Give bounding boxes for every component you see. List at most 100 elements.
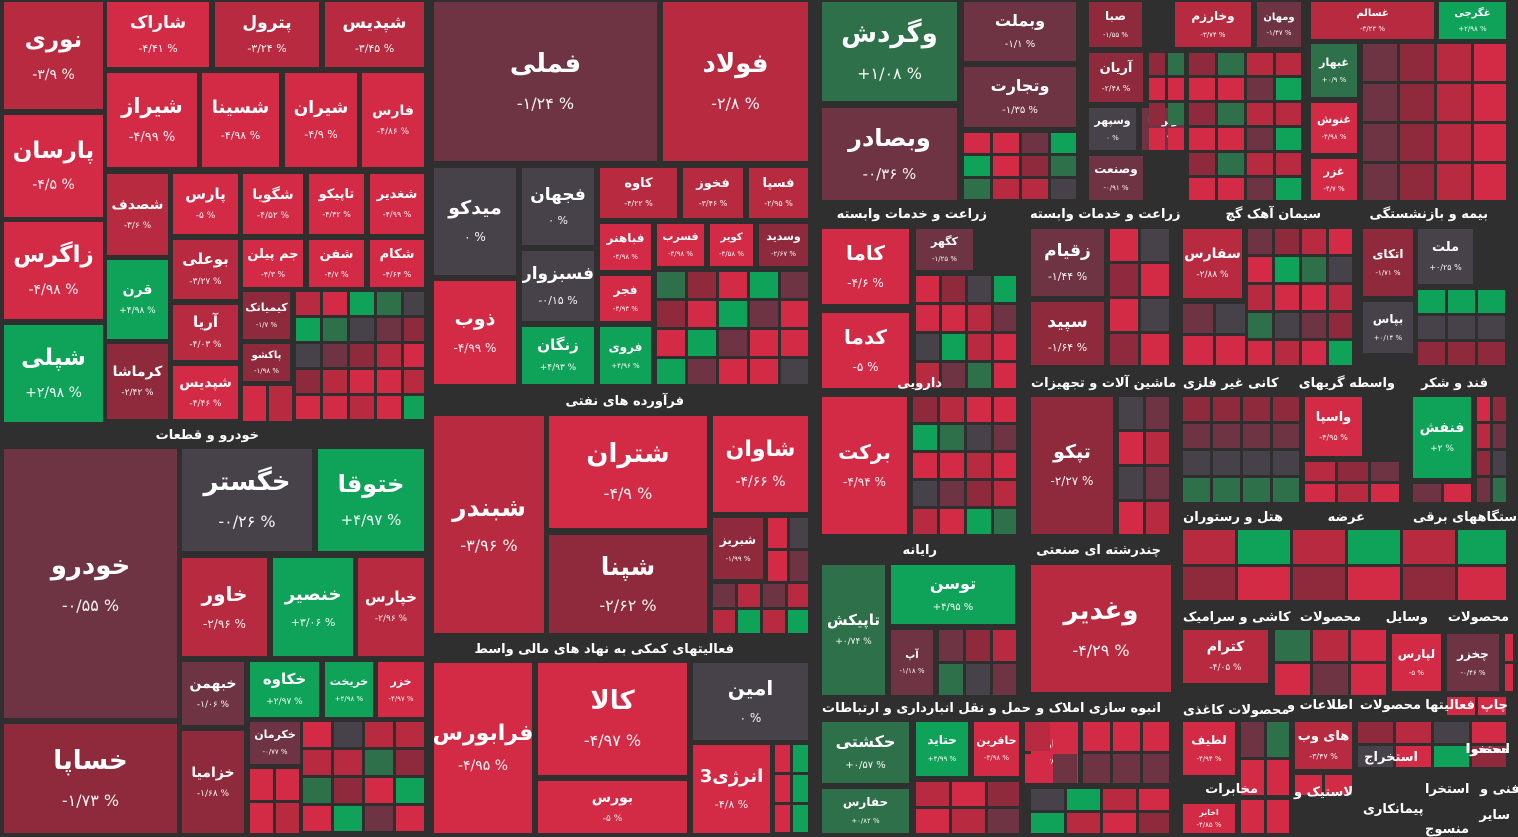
stock-tile[interactable]: خپارس -۲/۹۶ %	[358, 558, 424, 656]
stock-tile-unlabeled[interactable]	[994, 397, 1016, 422]
stock-tile-unlabeled[interactable]	[781, 301, 808, 327]
stock-tile-unlabeled[interactable]	[269, 386, 292, 421]
stock-tile-unlabeled[interactable]	[404, 370, 424, 393]
stock-tile-unlabeled[interactable]	[793, 805, 808, 832]
stock-tile-unlabeled[interactable]	[323, 318, 347, 341]
stock-tile-unlabeled[interactable]	[1448, 316, 1475, 339]
stock-tile-unlabeled[interactable]	[966, 664, 990, 695]
stock-tile-unlabeled[interactable]	[1437, 124, 1471, 161]
stock-tile-unlabeled[interactable]	[1275, 630, 1310, 661]
stock-tile[interactable]: شبریز -۱/۹۹ %	[713, 518, 763, 579]
stock-tile-unlabeled[interactable]	[1247, 78, 1273, 100]
stock-tile-unlabeled[interactable]	[1329, 257, 1352, 282]
stock-tile-unlabeled[interactable]	[775, 805, 790, 832]
stock-tile-unlabeled[interactable]	[1302, 341, 1326, 365]
stock-tile-unlabeled[interactable]	[657, 359, 685, 384]
stock-tile[interactable]: جم پیلن -۴/۳ %	[243, 240, 303, 287]
stock-tile-unlabeled[interactable]	[1031, 813, 1064, 833]
stock-tile-unlabeled[interactable]	[334, 722, 362, 747]
stock-tile-unlabeled[interactable]	[1218, 178, 1244, 200]
stock-tile-unlabeled[interactable]	[1338, 484, 1368, 502]
stock-tile[interactable]: اتکای -۱/۷۱ %	[1363, 229, 1413, 296]
stock-tile-unlabeled[interactable]	[1146, 502, 1169, 534]
stock-tile[interactable]: وبصادر -۰/۳۶ %	[822, 108, 957, 200]
stock-tile-unlabeled[interactable]	[994, 305, 1016, 331]
stock-tile-unlabeled[interactable]	[1110, 229, 1138, 261]
stock-tile[interactable]: غزر -۴/۷ %	[1311, 159, 1357, 200]
stock-tile-unlabeled[interactable]	[377, 292, 401, 315]
stock-tile-unlabeled[interactable]	[952, 809, 985, 833]
stock-tile-unlabeled[interactable]	[1302, 229, 1326, 254]
stock-tile-unlabeled[interactable]	[967, 397, 991, 422]
stock-tile-unlabeled[interactable]	[1276, 128, 1301, 150]
stock-tile-unlabeled[interactable]	[657, 272, 685, 298]
stock-tile-unlabeled[interactable]	[1444, 484, 1471, 502]
stock-tile-unlabeled[interactable]	[1478, 342, 1505, 365]
stock-tile-unlabeled[interactable]	[688, 272, 716, 298]
stock-tile-unlabeled[interactable]	[1248, 285, 1272, 310]
stock-tile-unlabeled[interactable]	[1371, 462, 1399, 481]
stock-tile-unlabeled[interactable]	[377, 370, 401, 393]
stock-tile[interactable]: آپ -۱/۱۸ %	[891, 630, 933, 695]
stock-tile[interactable]: وسدید -۲/۶۷ %	[759, 224, 808, 266]
stock-tile[interactable]: فسرب -۴/۹۸ %	[657, 224, 704, 266]
stock-tile[interactable]: فجر -۴/۹۴ %	[600, 276, 651, 321]
stock-tile-unlabeled[interactable]	[350, 318, 374, 341]
stock-tile-unlabeled[interactable]	[1149, 128, 1165, 150]
stock-tile-unlabeled[interactable]	[1275, 341, 1299, 365]
stock-tile-unlabeled[interactable]	[404, 396, 424, 419]
stock-tile-unlabeled[interactable]	[913, 509, 937, 534]
stock-tile-unlabeled[interactable]	[1103, 789, 1136, 810]
stock-tile-unlabeled[interactable]	[913, 453, 937, 478]
stock-tile-unlabeled[interactable]	[1025, 722, 1050, 751]
stock-tile[interactable]: شبندر -۳/۹۶ %	[434, 416, 544, 633]
stock-tile-unlabeled[interactable]	[738, 610, 760, 633]
stock-tile[interactable]: میدکو ۰ %	[434, 168, 516, 275]
stock-tile[interactable]: پارس -۵ %	[173, 174, 238, 234]
stock-tile-unlabeled[interactable]	[788, 610, 808, 633]
stock-tile-unlabeled[interactable]	[296, 396, 320, 419]
stock-tile-unlabeled[interactable]	[1267, 800, 1289, 833]
stock-tile-unlabeled[interactable]	[1025, 754, 1050, 783]
stock-tile[interactable]: واسپا -۴/۹۵ %	[1305, 397, 1362, 456]
stock-tile-unlabeled[interactable]	[1141, 229, 1169, 261]
stock-tile-unlabeled[interactable]	[1302, 313, 1326, 338]
stock-tile-unlabeled[interactable]	[1119, 432, 1143, 464]
stock-tile[interactable]: وبملت -۱/۱ %	[964, 2, 1076, 61]
stock-tile-unlabeled[interactable]	[1472, 746, 1506, 767]
stock-tile-unlabeled[interactable]	[1189, 103, 1215, 125]
stock-tile-unlabeled[interactable]	[1139, 813, 1169, 833]
stock-tile-unlabeled[interactable]	[1400, 124, 1434, 161]
stock-tile[interactable]: وسپهر ۰ %	[1089, 108, 1136, 150]
stock-tile[interactable]: سفارس -۲/۸۸ %	[1183, 229, 1242, 298]
stock-tile-unlabeled[interactable]	[1031, 789, 1064, 810]
stock-tile[interactable]: امین ۰ %	[693, 663, 808, 740]
stock-tile-unlabeled[interactable]	[719, 272, 747, 298]
stock-tile-unlabeled[interactable]	[404, 318, 424, 341]
stock-tile[interactable]: حکشتی +۰/۵۷ %	[822, 722, 909, 783]
stock-tile[interactable]: فنفش +۲ %	[1413, 397, 1471, 478]
stock-tile-unlabeled[interactable]	[1329, 341, 1352, 365]
stock-tile-unlabeled[interactable]	[1053, 754, 1077, 783]
stock-tile-unlabeled[interactable]	[1434, 722, 1469, 743]
stock-tile[interactable]: زاگرس -۴/۹۸ %	[4, 222, 103, 319]
stock-tile-unlabeled[interactable]	[1143, 754, 1169, 783]
stock-tile-unlabeled[interactable]	[988, 782, 1019, 806]
stock-tile[interactable]: شیران -۴/۹ %	[285, 73, 357, 167]
stock-tile-unlabeled[interactable]	[768, 551, 787, 581]
stock-tile-unlabeled[interactable]	[1216, 304, 1245, 333]
stock-tile-unlabeled[interactable]	[1119, 502, 1143, 534]
stock-tile-unlabeled[interactable]	[994, 509, 1016, 534]
stock-tile-unlabeled[interactable]	[1437, 84, 1471, 121]
stock-tile-unlabeled[interactable]	[1247, 103, 1273, 125]
stock-tile-unlabeled[interactable]	[1241, 760, 1264, 795]
stock-tile-unlabeled[interactable]	[1149, 53, 1165, 75]
stock-tile-unlabeled[interactable]	[968, 305, 991, 331]
stock-tile-unlabeled[interactable]	[1418, 290, 1445, 313]
stock-tile-unlabeled[interactable]	[967, 509, 991, 534]
stock-tile-unlabeled[interactable]	[1168, 53, 1184, 75]
stock-tile[interactable]: تاپیکش +۰/۷۴ %	[822, 565, 885, 695]
stock-tile-unlabeled[interactable]	[939, 630, 963, 661]
stock-tile-unlabeled[interactable]	[1022, 179, 1048, 199]
stock-tile-unlabeled[interactable]	[1189, 53, 1215, 75]
